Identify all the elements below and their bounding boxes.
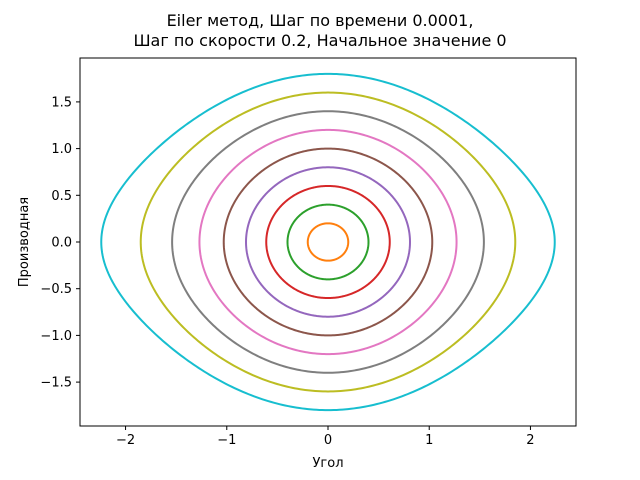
phase-curve-2 [286,203,370,281]
phase-curve-4 [245,166,411,318]
phase-curve-8 [139,91,517,393]
phase-curve-7 [171,110,485,374]
x-tick-label: 2 [526,433,534,448]
x-tick-label: −1 [217,433,236,448]
y-tick-label: 0.5 [51,189,72,204]
x-axis-ticks: −2 −1 0 1 2 [116,426,535,448]
phase-curve-3 [265,184,391,300]
phase-curve-1 [306,222,350,262]
y-tick-label: −1.5 [40,376,72,391]
x-axis-label: Угол [312,456,343,471]
y-tick-label: 1.0 [51,142,72,157]
y-tick-label: −0.5 [40,282,72,297]
chart-title-line-2: Шаг по скорости 0.2, Начальное значение … [133,31,506,50]
phase-curve-6 [198,128,458,356]
x-tick-label: 1 [425,433,433,448]
x-tick-label: −2 [116,433,135,448]
y-tick-label: 0.0 [51,236,72,251]
phase-curve-5 [222,147,434,337]
chart-title-line-1: Eiler метод, Шаг по времени 0.0001, [167,11,474,30]
x-tick-label: 0 [324,433,332,448]
plot-area: −2 −1 0 1 2 −1.5 −1.0 −0.5 0.0 0.5 1.0 1.5 [40,57,577,448]
y-tick-label: 1.5 [51,95,72,110]
y-axis-ticks: −1.5 −1.0 −0.5 0.0 0.5 1.0 1.5 [40,95,80,391]
y-tick-label: −1.0 [40,329,72,344]
series-layer [100,72,556,412]
phase-curve-9 [100,72,556,412]
y-axis-label: Производная [17,197,32,287]
